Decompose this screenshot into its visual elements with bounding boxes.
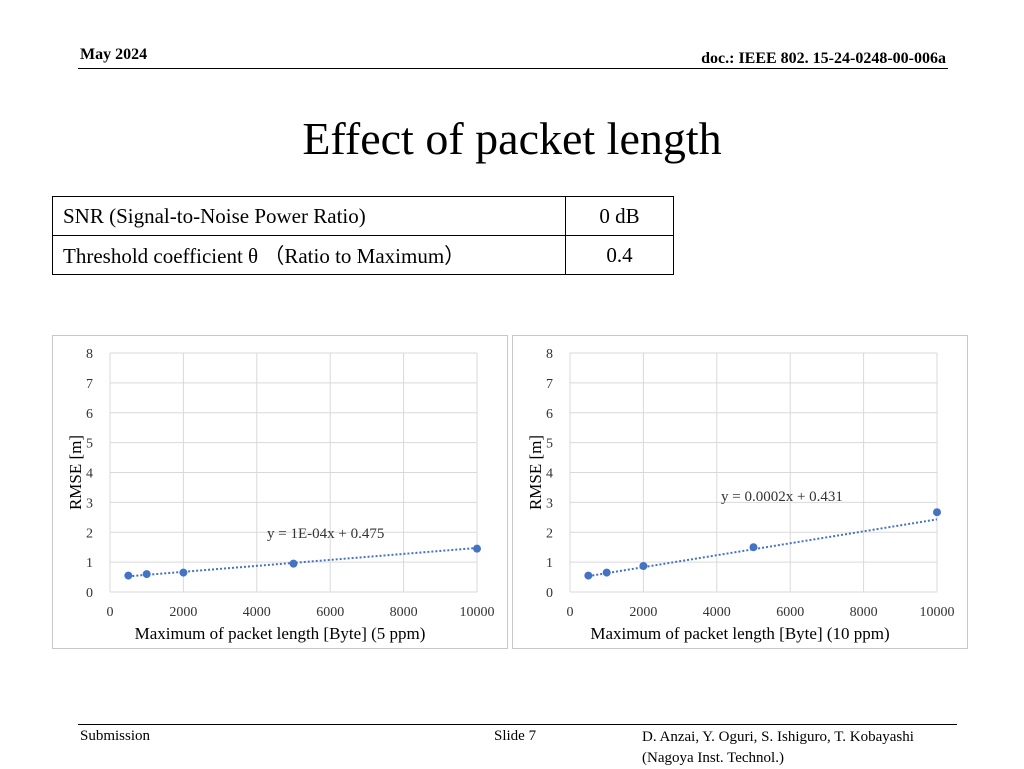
y-tick-label: 0: [86, 586, 93, 601]
x-tick-label: 0: [107, 605, 114, 620]
footer-submission: Submission: [80, 728, 151, 744]
parameters-table: SNR (Signal-to-Noise Power Ratio) 0 dB T…: [52, 196, 674, 275]
param-label-threshold: Threshold coefficient θ （Ratio to Maximu…: [52, 235, 566, 275]
footer-authors-affiliation: (Nagoya Inst. Technol.): [642, 750, 784, 766]
x-tick-label: 6000: [776, 605, 804, 620]
x-tick-label: 2000: [629, 605, 657, 620]
param-label-snr: SNR (Signal-to-Noise Power Ratio): [52, 196, 566, 236]
data-point: [602, 568, 611, 577]
y-tick-label: 1: [546, 556, 553, 571]
y-axis-label: RMSE [m]: [526, 435, 545, 510]
y-tick-label: 0: [546, 586, 553, 601]
data-point: [473, 544, 481, 553]
header-date: May 2024: [80, 46, 148, 63]
header-rule: [78, 68, 948, 69]
footer-rule: [78, 724, 957, 725]
x-tick-label: 4000: [243, 605, 271, 620]
slide-title: Effect of packet length: [302, 113, 722, 164]
y-tick-label: 8: [546, 347, 553, 362]
x-tick-label: 8000: [850, 605, 878, 620]
x-tick-label: 8000: [390, 605, 418, 620]
param-value-snr: 0 dB: [565, 196, 674, 236]
chart-5ppm: 0 1 2 3 4 5 6 7 8 0 2000 4000 6000 8000 10000 Maximum o…: [52, 335, 508, 649]
chart-10ppm-svg: 0 1 2 3 4 5 6 7 8 0 2000 4000 6000 8000 10000 Maximum o…: [526, 347, 955, 643]
x-axis-label: Maximum of packet length [Byte] (5 ppm): [135, 624, 426, 643]
y-tick-label: 6: [546, 407, 553, 422]
y-axis-label: RMSE [m]: [66, 435, 85, 510]
x-tick-label: 0: [567, 605, 574, 620]
y-tick-label: 4: [86, 467, 93, 482]
footer-authors-names: D. Anzai, Y. Oguri, S. Ishiguro, T. Koba…: [642, 729, 914, 745]
y-tick-label: 8: [86, 347, 93, 362]
trendline-equation: y = 1E-04x + 0.475: [267, 526, 384, 542]
y-tick-label: 6: [86, 407, 93, 422]
x-tick-label: 2000: [169, 605, 197, 620]
data-point: [933, 508, 941, 517]
x-tick-label: 6000: [316, 605, 344, 620]
y-tick-label: 5: [546, 437, 553, 452]
x-tick-label: 4000: [703, 605, 731, 620]
y-tick-label: 2: [86, 526, 93, 541]
data-point: [142, 570, 151, 579]
y-tick-label: 3: [86, 496, 93, 511]
trendline: [588, 518, 938, 578]
table-row: Threshold coefficient θ （Ratio to Maximu…: [52, 235, 674, 275]
table-row: SNR (Signal-to-Noise Power Ratio) 0 dB: [52, 196, 674, 236]
data-point: [124, 571, 133, 580]
data-point: [584, 571, 593, 580]
x-tick-label: 10000: [460, 605, 495, 620]
data-point: [289, 559, 298, 568]
data-point: [639, 562, 648, 571]
y-tick-label: 2: [546, 526, 553, 541]
y-tick-label: 7: [86, 377, 93, 392]
chart-10ppm: 0 1 2 3 4 5 6 7 8 0 2000 4000 6000 8000 10000 Maximum o…: [512, 335, 968, 649]
y-tick-label: 7: [546, 377, 553, 392]
x-axis-label: Maximum of packet length [Byte] (10 ppm): [590, 624, 889, 643]
x-tick-label: 10000: [920, 605, 955, 620]
data-point: [749, 543, 758, 552]
y-tick-label: 3: [546, 496, 553, 511]
y-tick-label: 4: [546, 467, 553, 482]
y-tick-label: 1: [86, 556, 93, 571]
chart-5ppm-svg: 0 1 2 3 4 5 6 7 8 0 2000 4000 6000 8000 10000 Maximum o…: [66, 347, 495, 643]
footer-slide-number: Slide 7: [494, 728, 537, 744]
trendline-equation: y = 0.0002x + 0.431: [721, 489, 843, 505]
data-point: [179, 568, 188, 577]
footer-authors: D. Anzai, Y. Oguri, S. Ishiguro, T. Koba…: [642, 727, 914, 769]
header-doc-id: doc.: IEEE 802. 15-24-0248-00-006a: [701, 50, 946, 67]
y-tick-label: 5: [86, 437, 93, 452]
param-value-threshold: 0.4: [565, 235, 674, 275]
